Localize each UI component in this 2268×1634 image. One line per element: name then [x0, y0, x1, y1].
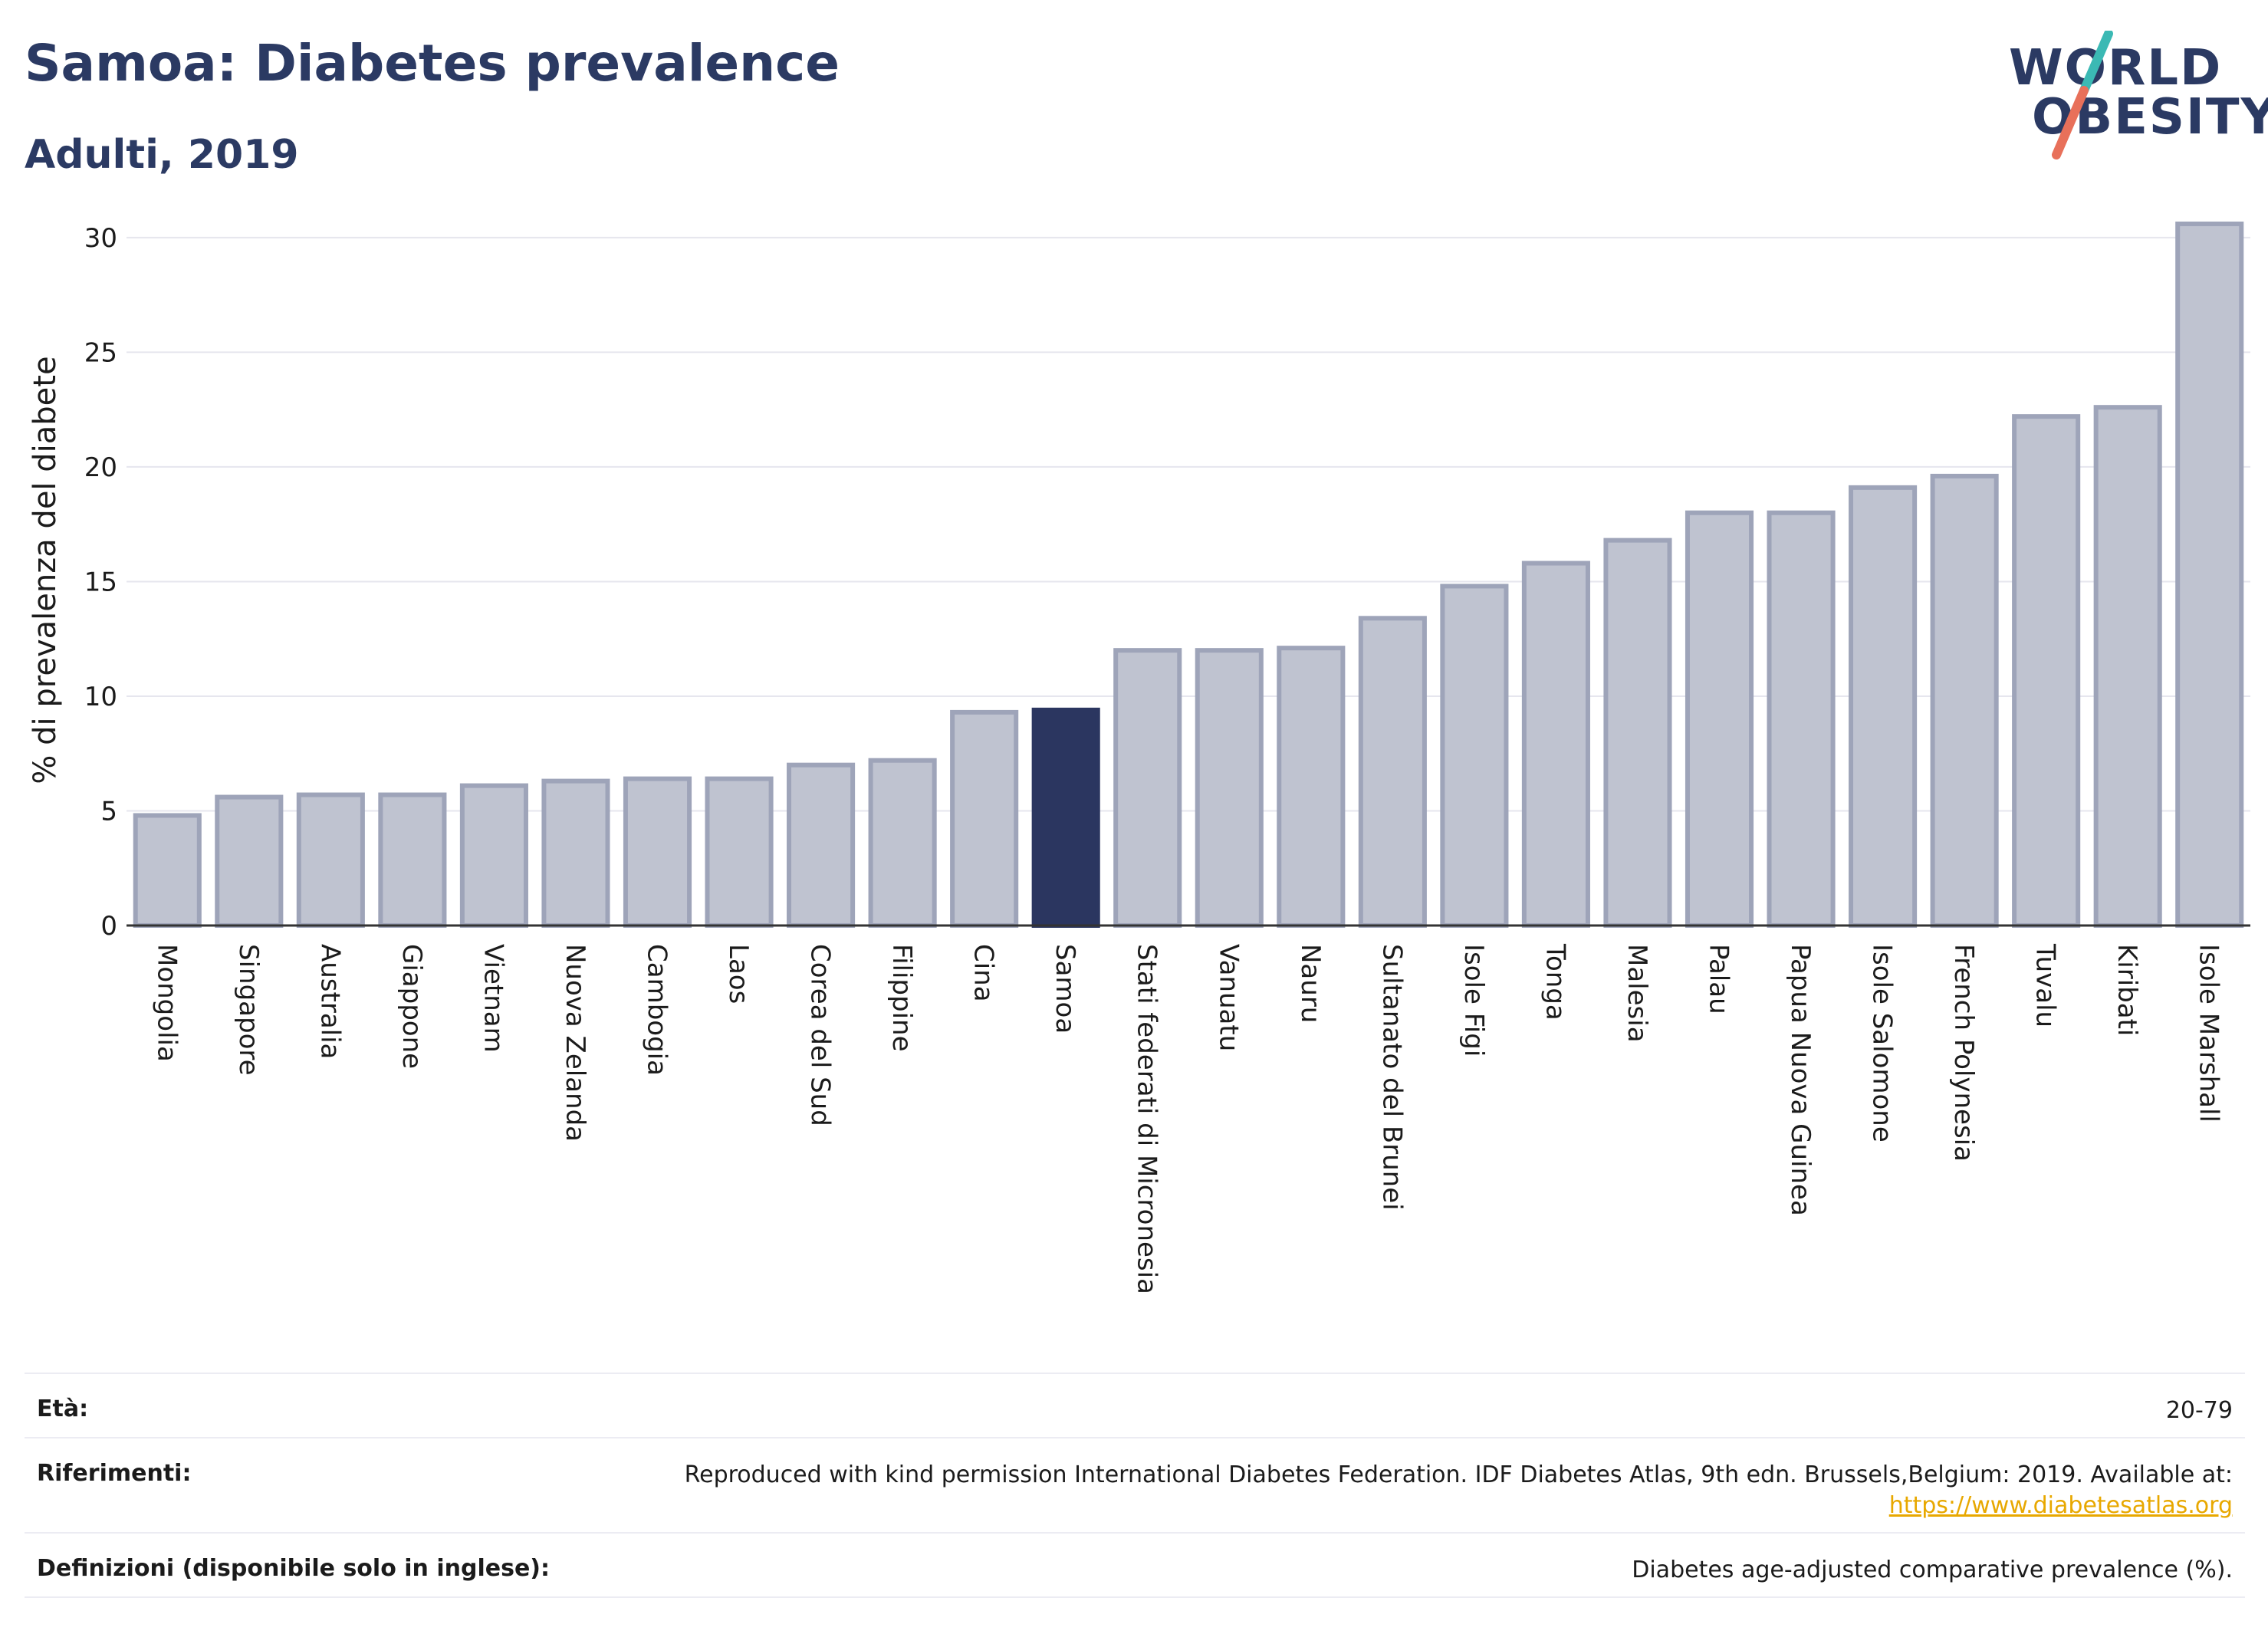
bar-19: [1685, 510, 1754, 928]
y-tick-label: 0: [100, 911, 117, 942]
y-axis-title: % di prevalenza del diabete: [28, 356, 63, 784]
bar-18: [1603, 538, 1672, 928]
info-row-references: Riferimenti: Reproduced with kind permis…: [25, 1437, 2245, 1534]
x-tick-label: Isole Figi: [1458, 944, 1489, 1057]
x-tick-label: Malesia: [1622, 944, 1652, 1043]
x-tick-label: Nuova Zelanda: [560, 944, 590, 1142]
x-tick-label: Vanuatu: [1213, 944, 1244, 1051]
bar-6: [623, 776, 692, 929]
definitions-value: Diabetes age-adjusted comparative preval…: [1632, 1557, 2233, 1583]
x-tick-label: Samoa: [1050, 944, 1080, 1034]
bar-9: [868, 758, 937, 928]
bar-3: [378, 792, 447, 929]
bar-12: [1113, 648, 1182, 929]
x-tick-label: Vietnam: [478, 944, 508, 1053]
x-tick-label: Sultanato del Brunei: [1376, 944, 1407, 1211]
bar-21: [1849, 485, 1918, 928]
bar-24: [2093, 405, 2162, 929]
definitions-label: Definizioni (disponibile solo in inglese…: [37, 1555, 550, 1582]
age-label: Età:: [37, 1396, 89, 1422]
info-row-definitions: Definizioni (disponibile solo in inglese…: [25, 1532, 2245, 1598]
y-tick-label: 5: [100, 796, 117, 827]
bar-0: [133, 813, 202, 929]
bar-5: [541, 778, 610, 928]
x-tick-label: French Polynesia: [1948, 944, 1979, 1162]
bar-11: [1031, 707, 1100, 928]
x-tick-label: Isole Marshall: [2194, 944, 2224, 1123]
x-tick-label: Palau: [1704, 944, 1734, 1014]
references-link[interactable]: https://www.diabetesatlas.org: [1888, 1492, 2233, 1519]
x-tick-label: Nauru: [1295, 944, 1326, 1023]
bar-10: [950, 709, 1019, 929]
age-value: 20-79: [2165, 1397, 2233, 1424]
x-tick-label: Giappone: [396, 944, 427, 1069]
x-tick-label: Singapore: [233, 944, 264, 1076]
references-label: Riferimenti:: [37, 1460, 192, 1487]
y-tick-label: 20: [84, 452, 117, 483]
bar-chart: 0 5 10 15 20 25 30 % di prevalenza del diabete M…: [28, 221, 2250, 1294]
x-tick-label: Tuvalu: [2030, 943, 2061, 1027]
logo-slash-icon: [2052, 31, 2113, 159]
y-tick-label: 10: [84, 682, 117, 712]
y-tick-label: 25: [84, 337, 117, 368]
x-tick-label: Tonga: [1540, 943, 1570, 1021]
bar-7: [705, 776, 774, 929]
bar-22: [1930, 473, 1999, 928]
bar-4: [459, 783, 528, 929]
x-tick-label: Cambogia: [642, 944, 672, 1076]
bar-23: [2012, 414, 2081, 928]
bar-1: [215, 794, 284, 928]
x-tick-label: Papua Nuova Guinea: [1785, 944, 1816, 1216]
bar-13: [1195, 648, 1264, 929]
bar-17: [1521, 561, 1590, 928]
bar-16: [1440, 584, 1509, 928]
x-tick-label: Filippine: [886, 944, 917, 1052]
references-value: Reproduced with kind permission Internat…: [685, 1460, 2233, 1521]
page-title: Samoa: Diabetes prevalence: [25, 34, 840, 93]
bar-14: [1277, 646, 1346, 928]
bar-15: [1358, 616, 1427, 928]
x-tick-label: Australia: [314, 944, 345, 1059]
bar-2: [296, 792, 365, 929]
logo-line-1: WORLD: [2009, 40, 2223, 97]
x-tick-label: Corea del Sud: [805, 944, 836, 1126]
references-text: Reproduced with kind permission Internat…: [684, 1461, 2233, 1488]
world-obesity-logo[interactable]: WORLD OBESITY: [1994, 31, 2268, 161]
x-tick-label: Laos: [723, 944, 754, 1004]
bar-20: [1767, 510, 1836, 928]
x-tick-label: Isole Salomone: [1867, 944, 1898, 1142]
info-bottom-rule: [25, 1596, 2245, 1598]
x-tick-label: Kiribati: [2112, 944, 2142, 1036]
y-tick-label: 15: [84, 567, 117, 597]
x-tick-label: Stati federati di Micronesia: [1132, 944, 1162, 1294]
x-tick-label: Cina: [968, 944, 999, 1002]
y-tick-label: 30: [84, 223, 117, 254]
bar-8: [787, 762, 856, 929]
bar-25: [2175, 221, 2244, 928]
info-row-age: Età: 20-79: [25, 1373, 2245, 1438]
x-tick-label: Mongolia: [151, 944, 182, 1062]
page-subtitle: Adulti, 2019: [25, 132, 299, 178]
